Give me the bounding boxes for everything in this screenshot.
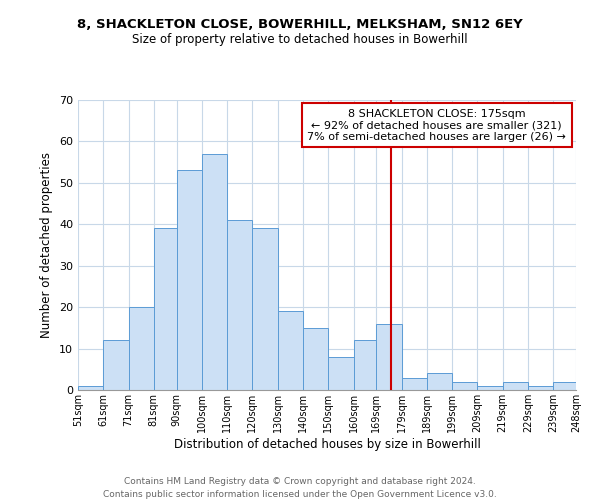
Bar xyxy=(427,374,452,390)
Text: 8 SHACKLETON CLOSE: 175sqm
← 92% of detached houses are smaller (321)
7% of semi: 8 SHACKLETON CLOSE: 175sqm ← 92% of deta… xyxy=(307,108,566,142)
Bar xyxy=(328,357,353,390)
Bar xyxy=(278,312,303,390)
Y-axis label: Number of detached properties: Number of detached properties xyxy=(40,152,53,338)
X-axis label: Distribution of detached houses by size in Bowerhill: Distribution of detached houses by size … xyxy=(173,438,481,450)
Text: Size of property relative to detached houses in Bowerhill: Size of property relative to detached ho… xyxy=(132,32,468,46)
Bar xyxy=(78,386,103,390)
Bar xyxy=(202,154,227,390)
Bar xyxy=(128,307,154,390)
Text: Contains HM Land Registry data © Crown copyright and database right 2024.: Contains HM Land Registry data © Crown c… xyxy=(124,478,476,486)
Bar xyxy=(376,324,401,390)
Bar xyxy=(553,382,576,390)
Bar xyxy=(303,328,328,390)
Bar xyxy=(478,386,503,390)
Bar xyxy=(353,340,376,390)
Bar xyxy=(452,382,478,390)
Text: Contains public sector information licensed under the Open Government Licence v3: Contains public sector information licen… xyxy=(103,490,497,499)
Bar xyxy=(253,228,278,390)
Bar xyxy=(528,386,553,390)
Bar xyxy=(227,220,253,390)
Bar xyxy=(154,228,176,390)
Bar xyxy=(401,378,427,390)
Bar xyxy=(503,382,528,390)
Bar xyxy=(103,340,128,390)
Bar xyxy=(176,170,202,390)
Text: 8, SHACKLETON CLOSE, BOWERHILL, MELKSHAM, SN12 6EY: 8, SHACKLETON CLOSE, BOWERHILL, MELKSHAM… xyxy=(77,18,523,30)
